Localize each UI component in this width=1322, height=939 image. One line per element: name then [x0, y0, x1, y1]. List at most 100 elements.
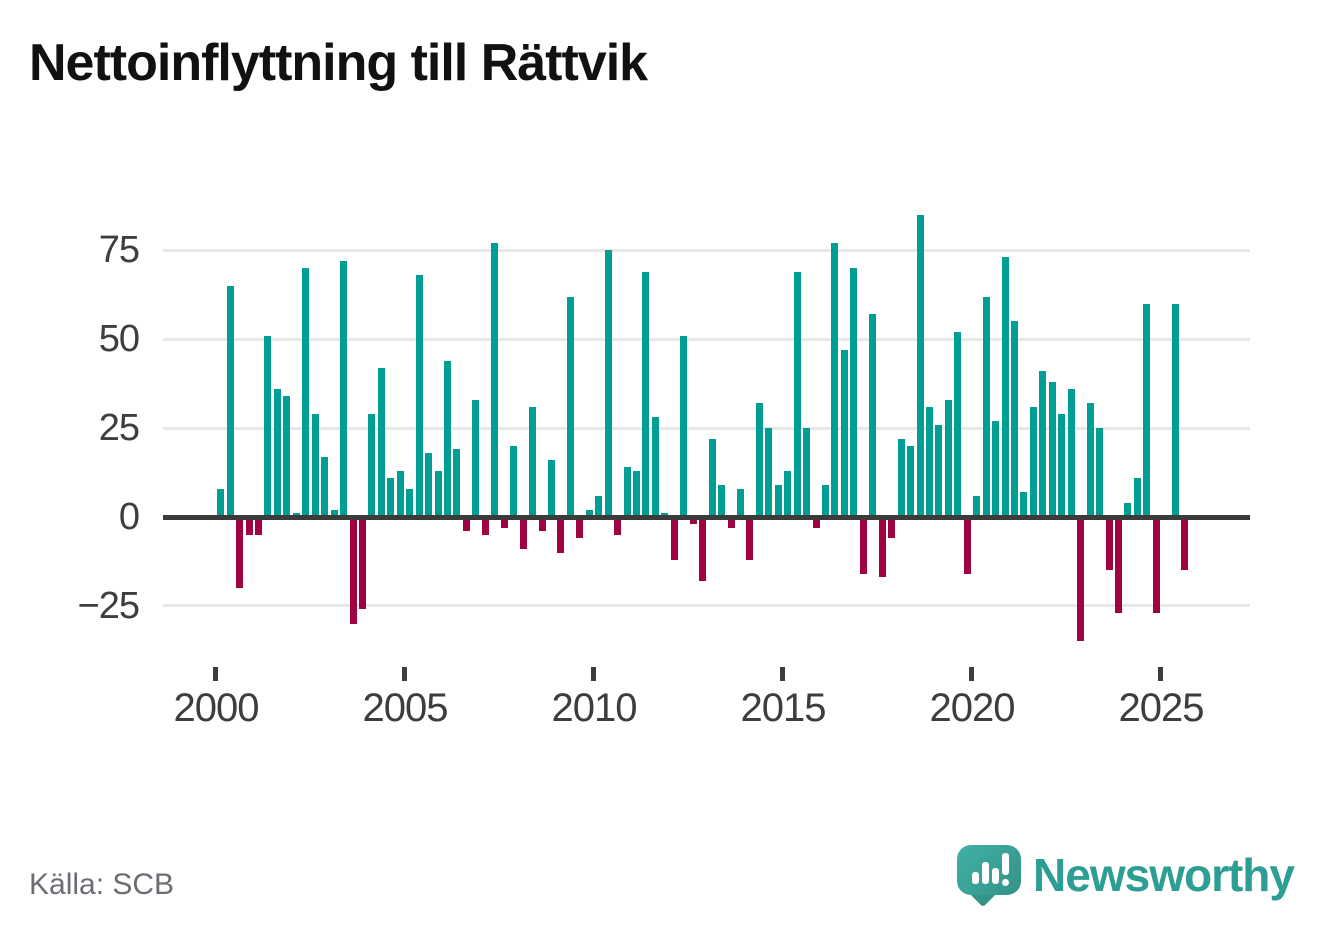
- brand-lockup: Newsworthy: [957, 843, 1295, 909]
- gridline: [163, 604, 1250, 608]
- bar-positive: [453, 449, 461, 517]
- x-axis-tick-label: 2020: [929, 686, 1016, 730]
- bar-positive: [595, 495, 603, 517]
- bar-positive: [1067, 388, 1075, 517]
- x-axis-tick-label: 2000: [173, 686, 260, 730]
- bar-negative: [1152, 517, 1160, 613]
- bar-negative: [888, 517, 896, 539]
- y-axis-tick-label: 75: [98, 229, 140, 272]
- bar-positive: [1011, 321, 1018, 517]
- bar-positive: [680, 335, 688, 517]
- newsworthy-logo-icon: [957, 843, 1022, 908]
- logo-bar-icon: [982, 862, 990, 884]
- bar-negative: [1181, 517, 1189, 571]
- bar-negative: [349, 517, 357, 624]
- bar-positive: [708, 438, 716, 517]
- bar-positive: [935, 424, 943, 517]
- bar-negative: [576, 517, 584, 539]
- bar-positive: [283, 396, 291, 517]
- bar-positive: [774, 484, 782, 517]
- gridline: [163, 426, 1250, 430]
- bar-positive: [982, 296, 990, 517]
- bar-positive: [1124, 502, 1132, 517]
- bar-positive: [1029, 406, 1037, 517]
- bar-positive: [736, 488, 744, 517]
- bar-negative: [481, 517, 489, 535]
- bar-positive: [840, 349, 848, 517]
- bar-positive: [822, 484, 829, 517]
- y-axis-tick-label: 0: [118, 496, 140, 538]
- x-axis-tick-mark: [591, 667, 596, 681]
- zero-baseline: [163, 514, 1250, 520]
- bar-positive: [1086, 403, 1094, 517]
- bar-positive: [368, 413, 376, 517]
- bar-positive: [1171, 303, 1179, 517]
- bar-positive: [907, 445, 915, 517]
- bar-positive: [377, 367, 385, 517]
- bar-negative: [689, 517, 697, 525]
- bar-positive: [510, 445, 518, 517]
- bar-positive: [869, 314, 877, 517]
- bar-positive: [1143, 303, 1151, 517]
- bar-positive: [302, 268, 310, 517]
- x-axis-tick-mark: [402, 667, 407, 681]
- bar-positive: [803, 428, 811, 517]
- bar-positive: [491, 243, 499, 517]
- bar-positive: [425, 452, 433, 517]
- bar-positive: [340, 260, 348, 517]
- bar-positive: [755, 403, 763, 517]
- x-axis-tick-mark: [213, 667, 218, 681]
- bar-negative: [500, 517, 508, 528]
- bar-negative: [255, 517, 262, 535]
- bar-negative: [538, 517, 546, 532]
- bar-positive: [1048, 381, 1056, 517]
- bar-positive: [1133, 477, 1141, 517]
- logo-bar-icon: [992, 868, 1000, 884]
- bar-positive: [973, 495, 981, 517]
- bar-positive: [1020, 492, 1028, 517]
- bar-positive: [1096, 428, 1104, 517]
- bar-positive: [718, 484, 726, 517]
- bar-positive: [604, 250, 612, 517]
- x-axis-tick-mark: [1158, 667, 1163, 681]
- bar-negative: [878, 517, 886, 578]
- x-axis-tick-mark: [780, 667, 785, 681]
- bar-positive: [633, 470, 640, 517]
- bar-negative: [1077, 517, 1085, 642]
- bar-positive: [217, 488, 225, 517]
- bar-negative: [236, 517, 244, 589]
- x-axis-tick-mark: [969, 667, 974, 681]
- bar-positive: [954, 332, 962, 517]
- bar-positive: [434, 470, 442, 517]
- bar-positive: [850, 268, 858, 517]
- logo-exclamation-icon: [1002, 853, 1010, 875]
- bar-positive: [944, 399, 952, 517]
- bar-negative: [462, 517, 470, 532]
- bar-negative: [859, 517, 867, 574]
- brand-wordmark: Newsworthy: [1033, 849, 1295, 901]
- bar-negative: [746, 517, 754, 560]
- speech-bubble: [957, 845, 1022, 895]
- source-note: Källa: SCB: [29, 868, 175, 901]
- bar-positive: [585, 509, 593, 517]
- bar-positive: [226, 285, 234, 517]
- y-axis-tick-label: 25: [98, 407, 140, 450]
- bar-positive: [264, 335, 272, 517]
- bar-positive: [273, 388, 281, 517]
- bar-positive: [623, 467, 631, 517]
- bar-positive: [642, 271, 650, 517]
- logo-exclamation-dot-icon: [1002, 879, 1010, 886]
- bar-positive: [330, 509, 338, 517]
- bar-negative: [670, 517, 678, 560]
- logo-bar-icon: [972, 872, 980, 884]
- bar-positive: [992, 420, 1000, 517]
- bar-positive: [916, 214, 924, 517]
- x-axis-tick-label: 2015: [740, 686, 827, 730]
- gridline: [163, 248, 1250, 252]
- bar-positive: [529, 406, 537, 517]
- bar-positive: [897, 438, 905, 517]
- bar-negative: [557, 517, 565, 553]
- bar-negative: [812, 517, 820, 528]
- bar-positive: [831, 243, 839, 517]
